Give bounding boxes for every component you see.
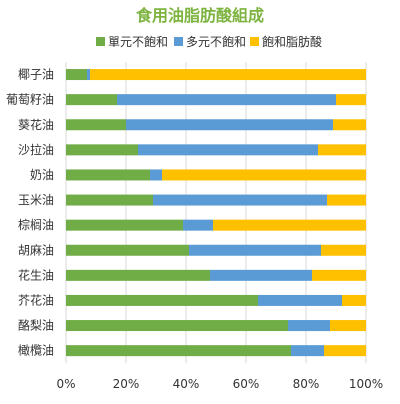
bar-segment	[324, 345, 366, 357]
category-label: 芥花油	[18, 292, 54, 307]
bar-segment	[66, 94, 117, 106]
bar-segment	[330, 320, 366, 332]
bar-segment	[153, 194, 327, 206]
legend-label: 多元不飽和	[186, 34, 246, 49]
bar-segment	[66, 169, 150, 181]
bar-segment	[66, 269, 210, 281]
category-label: 棕榈油	[18, 217, 54, 232]
legend-swatch	[174, 37, 183, 46]
category-label: 酪梨油	[18, 318, 54, 333]
bar-segment	[189, 244, 321, 256]
bar-segment	[342, 294, 366, 306]
x-tick-label: 100%	[349, 377, 383, 391]
x-tick-label: 60%	[233, 377, 260, 391]
category-label: 玉米油	[18, 193, 54, 207]
category-label: 沙拉油	[18, 142, 54, 157]
category-label: 葡萄籽油	[6, 93, 54, 107]
bar-segment	[321, 244, 366, 256]
bar-segment	[213, 219, 366, 231]
bar-segment	[87, 69, 90, 81]
bar-segment	[117, 94, 336, 106]
category-label: 花生油	[18, 267, 54, 282]
category-label: 椰子油	[18, 67, 54, 82]
bar-segment	[66, 69, 87, 81]
bar-segment	[138, 144, 318, 156]
x-axis-tick-labels: 0% 20% 40% 60% 80% 100%	[56, 377, 383, 391]
bar-segment	[66, 119, 126, 131]
bar-segment	[150, 169, 162, 181]
category-label: 橄欖油	[18, 343, 54, 358]
bar-segment	[66, 219, 183, 231]
category-label: 胡麻油	[18, 242, 54, 257]
gridlines	[65, 62, 367, 364]
category-label: 奶油	[30, 168, 54, 182]
bar-segment	[291, 345, 324, 357]
bar-segment	[327, 194, 366, 206]
x-tick-label: 80%	[293, 377, 320, 391]
bar-segment	[66, 294, 258, 306]
legend-swatch	[250, 37, 259, 46]
x-tick-label: 0%	[56, 377, 75, 391]
legend: 單元不飽和 多元不飽和 飽和脂肪酸	[96, 34, 322, 49]
bar-segment	[183, 219, 213, 231]
bar-segment	[162, 169, 366, 181]
x-tick-label: 40%	[173, 377, 200, 391]
bar-segment	[66, 194, 153, 206]
chart-title: 食用油脂肪酸組成	[135, 6, 264, 25]
x-tick-label: 20%	[113, 377, 140, 391]
bar-segment	[258, 294, 342, 306]
bar-segment	[288, 320, 330, 332]
bar-segment	[336, 94, 366, 106]
legend-swatch	[96, 37, 105, 46]
bar-segment	[126, 119, 333, 131]
bar-segment	[318, 144, 366, 156]
bars-group	[66, 69, 366, 357]
legend-label: 單元不飽和	[108, 34, 168, 49]
bar-segment	[90, 69, 366, 81]
legend-label: 飽和脂肪酸	[262, 34, 322, 49]
bar-segment	[66, 244, 189, 256]
bar-segment	[66, 345, 291, 357]
bar-segment	[210, 269, 312, 281]
bar-segment	[66, 320, 288, 332]
category-label: 葵花油	[18, 117, 54, 132]
bar-segment	[66, 144, 138, 156]
bar-segment	[312, 269, 366, 281]
bar-segment	[333, 119, 366, 131]
